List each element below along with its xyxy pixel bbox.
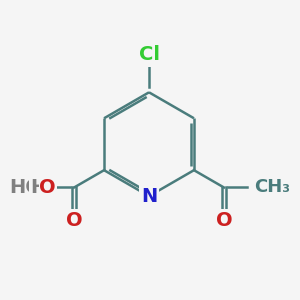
Text: O: O [40, 178, 56, 197]
Text: Cl: Cl [139, 45, 160, 64]
Text: N: N [141, 187, 157, 206]
Text: HO: HO [10, 178, 42, 197]
Text: CH₃: CH₃ [254, 178, 290, 196]
Text: H: H [30, 178, 46, 197]
Text: O: O [66, 211, 83, 230]
Text: O: O [216, 211, 232, 230]
